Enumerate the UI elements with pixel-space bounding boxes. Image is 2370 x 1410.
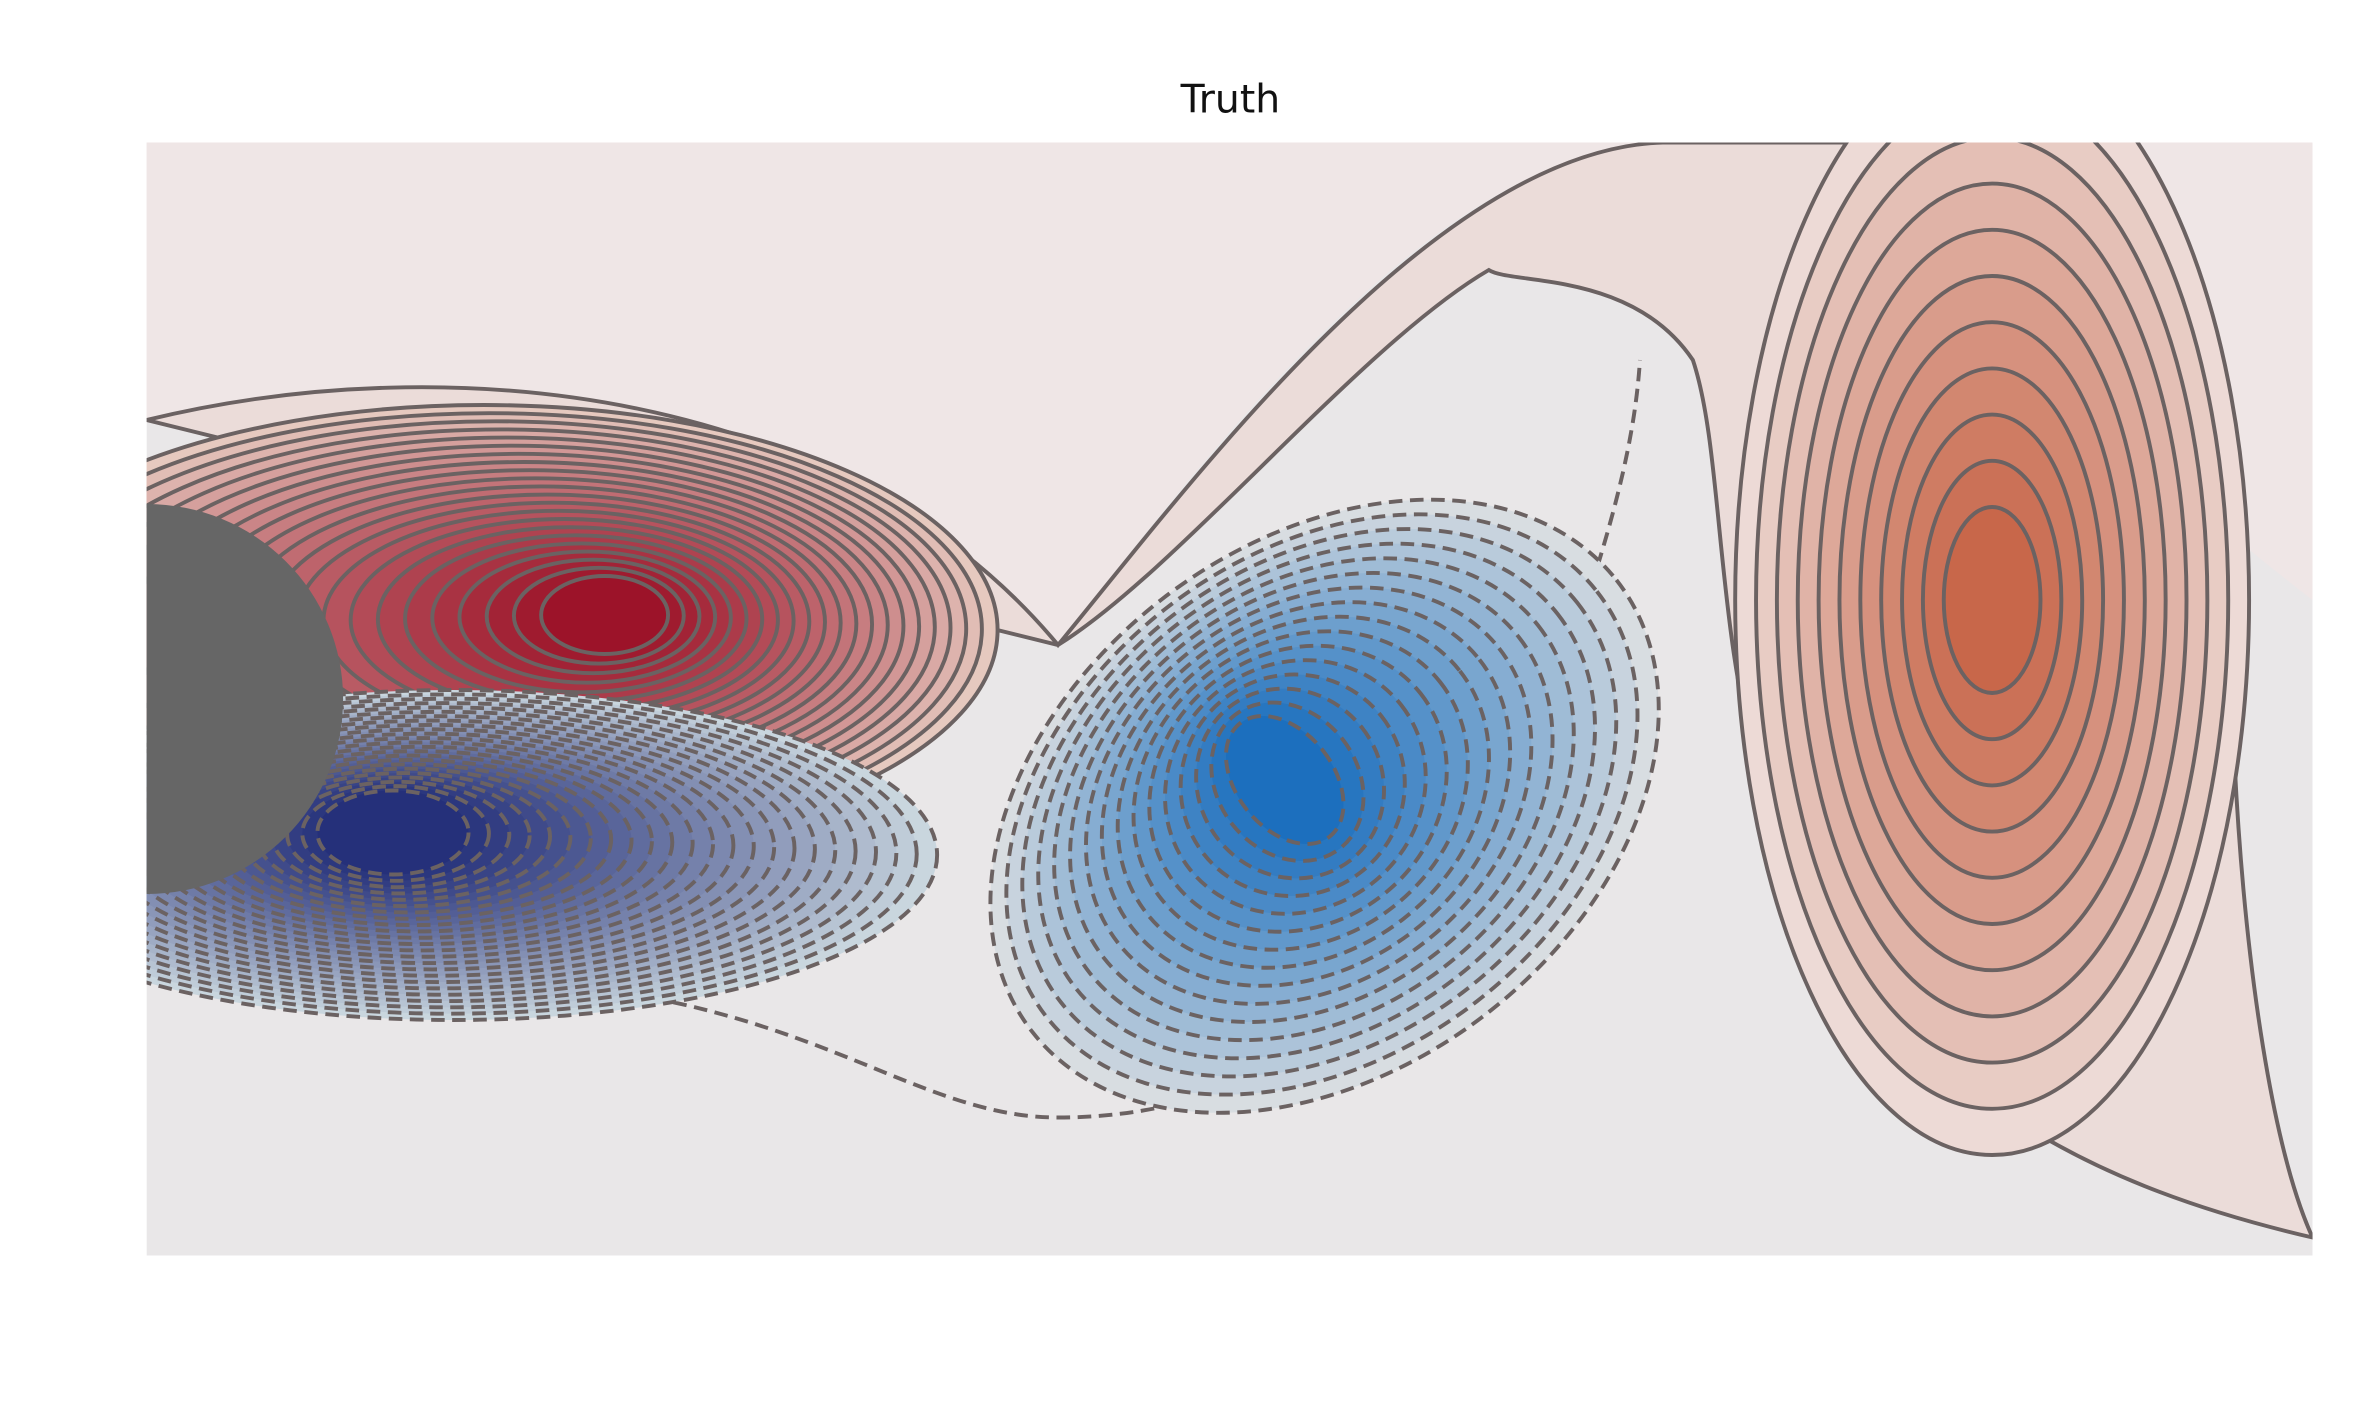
upper-region <box>146 142 2313 645</box>
cylinder <box>146 504 344 894</box>
contour-level <box>1224 714 1346 846</box>
contour-level <box>539 574 671 656</box>
contour-level <box>315 788 471 877</box>
chart-title: Truth <box>1180 78 1281 123</box>
contour-level <box>1941 505 2043 695</box>
plot-area <box>146 142 2313 1256</box>
